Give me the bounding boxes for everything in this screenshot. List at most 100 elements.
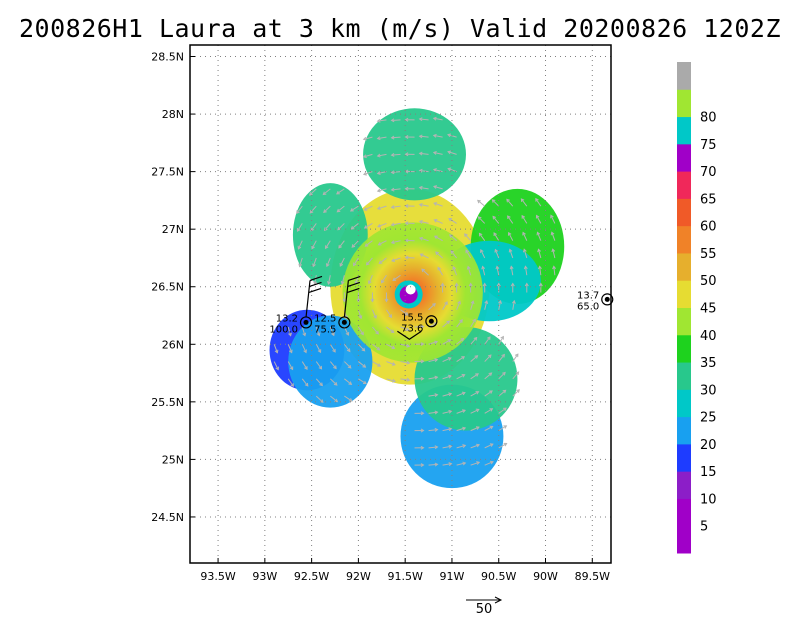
wind-vector (358, 378, 367, 385)
wind-vector-head (390, 170, 395, 175)
wind-vector-head (376, 346, 381, 351)
wind-vector (484, 354, 492, 362)
wind-vector (378, 257, 387, 264)
colorbar-label: 50 (700, 274, 717, 289)
wind-vector (456, 301, 461, 310)
wind-vector-head (390, 222, 395, 227)
wind-vector (377, 205, 387, 210)
wind-vector-head (362, 136, 367, 141)
wind-vector-head (362, 171, 367, 176)
wind-vector-head (462, 426, 467, 431)
wind-vector (498, 425, 507, 432)
wind-vector-head (511, 299, 516, 304)
wind-vector-head (432, 116, 437, 121)
wind-vector-head (503, 407, 507, 412)
station-ring (425, 315, 438, 328)
wind-vector (470, 409, 479, 414)
wind-vector (386, 326, 394, 333)
wind-vector (484, 408, 493, 414)
colorbar-label: 10 (700, 492, 717, 507)
wind-vector (386, 378, 396, 382)
wind-vector (323, 205, 331, 213)
wind-vector (428, 463, 438, 466)
wind-vector-head (440, 282, 445, 287)
wind-vector (523, 249, 528, 259)
wind-vector (372, 326, 379, 335)
wind-vector-head (450, 250, 455, 254)
wind-vector (287, 344, 293, 353)
wind-vector (315, 395, 324, 403)
wind-barb (397, 330, 422, 340)
wind-vector (287, 361, 294, 370)
wind-vector (553, 266, 556, 276)
wind-vector-head (392, 277, 397, 281)
wind-vector (538, 249, 542, 259)
colorbar-segment (677, 334, 691, 363)
wind-vector (309, 205, 317, 214)
wind-vector (315, 326, 320, 336)
wind-vector-head (488, 372, 493, 377)
wind-vector-head (361, 347, 366, 352)
wind-vector-head (508, 248, 513, 253)
lat-tick-label: 25N (162, 453, 184, 466)
colorbar-segment (677, 198, 691, 227)
wind-vector (492, 216, 500, 224)
wind-vector-head (493, 232, 497, 236)
wind-vector-head (521, 214, 526, 219)
wind-vector-head (507, 231, 512, 236)
wind-vector-head (444, 301, 448, 305)
wind-vector (550, 215, 556, 224)
wind-vector (447, 151, 457, 155)
wind-vector-head (346, 348, 351, 353)
wind-vector-head (434, 410, 439, 415)
wind-vector-head (356, 298, 361, 303)
wind-vector (470, 373, 479, 380)
wind-vector-head (377, 241, 382, 246)
wind-vector (392, 274, 401, 281)
wind-vector-head (473, 336, 478, 341)
wind-vector-head (275, 366, 279, 371)
reference-vector: 50 (466, 596, 503, 617)
wind-vector-head (434, 340, 439, 345)
wind-vector-head (502, 389, 507, 394)
wind-vector (301, 378, 309, 387)
station-wind-value: 12.5 (314, 313, 336, 324)
wind-vector-head (514, 353, 519, 358)
wind-vector (315, 361, 322, 370)
wind-vector (498, 354, 505, 362)
colorbar-label: 35 (700, 356, 717, 371)
wind-vector (428, 411, 438, 414)
wind-vector (442, 320, 450, 328)
colorbar-segment (677, 389, 691, 418)
wind-vector-head (337, 226, 342, 231)
wind-vector-head (404, 255, 409, 260)
wind-vector (377, 136, 387, 140)
wind-vector (464, 233, 472, 242)
wind-vector-head (503, 425, 508, 429)
wind-vector-head (476, 443, 481, 448)
wind-vector (400, 361, 410, 364)
wind-vector (400, 309, 409, 316)
wind-vector (344, 361, 352, 369)
wind-vector (391, 257, 401, 262)
wind-vector-head (342, 298, 347, 303)
wind-vector (498, 336, 504, 345)
wind-vector (470, 337, 478, 345)
wind-vector-head (331, 332, 335, 337)
wind-vector (358, 361, 366, 368)
wind-vector-head (353, 262, 357, 267)
wind-vector (512, 389, 520, 397)
wind-vector-head (494, 248, 499, 253)
wind-vector-head (340, 280, 345, 285)
wind-vector-head (522, 248, 527, 253)
wind-vector-head (420, 463, 425, 468)
wind-vector-head (452, 265, 457, 270)
wind-vector-head (390, 187, 395, 192)
wind-vector (329, 326, 335, 336)
lon-tick-label: 91W (440, 570, 465, 583)
wind-vector-head (480, 248, 484, 253)
wind-vector-head (507, 215, 511, 220)
wind-vector-head (303, 349, 307, 354)
reference-arrow-head (494, 596, 503, 604)
wind-vector-head (388, 314, 392, 319)
